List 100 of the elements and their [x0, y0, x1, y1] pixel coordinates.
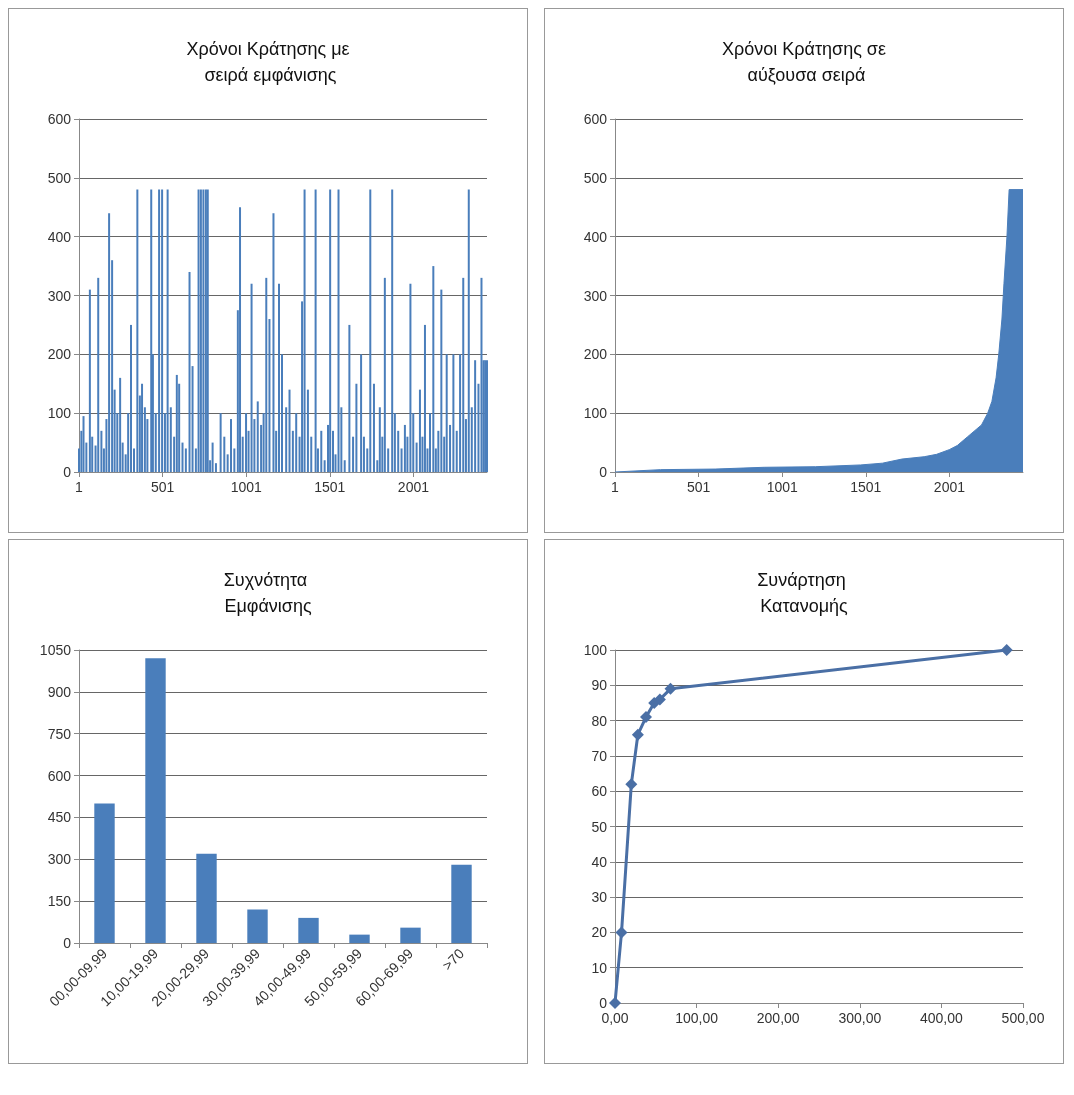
bar	[349, 934, 370, 943]
bar	[161, 189, 164, 472]
chart-title: Συχνότητα Εμφάνισης	[223, 570, 313, 616]
bar	[150, 189, 153, 472]
y-tick-label: 450	[47, 809, 72, 826]
x-tick-label: 300,00	[838, 1010, 882, 1026]
bar	[403, 424, 406, 472]
bar	[141, 383, 144, 472]
y-tick-label: 100	[583, 405, 608, 422]
y-tick-label: 300	[47, 851, 72, 868]
bar	[383, 277, 386, 472]
bar	[462, 277, 465, 472]
y-tick-label: 0	[599, 464, 608, 480]
bar	[94, 803, 115, 943]
point	[664, 682, 677, 695]
x-tick-label: 200,00	[756, 1010, 800, 1026]
bar	[320, 430, 323, 472]
x-tick-label: 100,00	[675, 1010, 719, 1026]
y-tick-label: 300	[583, 287, 608, 304]
y-tick-label: 10	[591, 959, 608, 976]
x-tick-label: 501	[686, 479, 711, 495]
bar	[432, 266, 435, 472]
bar	[409, 283, 412, 472]
x-tick-label: 2001	[933, 479, 966, 495]
bar	[247, 909, 268, 943]
bar	[175, 374, 178, 472]
x-tick-label: 0,00	[601, 1010, 629, 1026]
bar	[337, 189, 340, 472]
bar	[239, 207, 242, 472]
x-tick-label: 1501	[850, 479, 882, 495]
y-tick-label: 70	[591, 747, 608, 764]
y-tick-label: 500	[47, 169, 72, 186]
bar	[314, 189, 317, 472]
bar	[400, 927, 421, 943]
x-tick-label: 1	[75, 479, 84, 495]
y-tick-label: 900	[47, 683, 72, 700]
bar	[82, 416, 85, 472]
point	[631, 728, 644, 741]
point	[615, 926, 628, 939]
bar	[378, 407, 381, 472]
bar	[295, 413, 298, 472]
x-tick-label: 1	[611, 479, 620, 495]
bar	[288, 389, 291, 472]
bar	[391, 189, 394, 472]
point	[640, 711, 653, 724]
y-tick-label: 400	[583, 228, 608, 245]
bar	[480, 277, 483, 472]
bar	[119, 377, 122, 472]
y-tick-label: 0	[63, 464, 72, 480]
chart-title: Συνάρτηση Κατανομής	[757, 570, 851, 616]
x-tick-label: 2001	[397, 479, 430, 495]
y-tick-label: 90	[591, 677, 608, 694]
y-tick-label: 600	[583, 111, 608, 127]
y-tick-label: 100	[583, 642, 608, 658]
bar	[285, 407, 288, 472]
bar	[343, 460, 346, 472]
x-tick-label: 400,00	[919, 1010, 964, 1026]
bar	[423, 324, 426, 472]
point	[1000, 644, 1013, 656]
x-tick-label: 500,00	[1001, 1010, 1045, 1026]
bar	[474, 360, 477, 472]
bar	[211, 442, 214, 472]
bar	[303, 189, 306, 472]
x-tick-label: 1001	[766, 479, 798, 495]
bar	[108, 213, 111, 472]
bar	[265, 277, 268, 472]
chart-title: Χρόνοι Κράτησης με σειρά εμφάνισης	[186, 39, 350, 85]
x-tick-label: >70	[439, 945, 468, 974]
point	[625, 778, 638, 791]
bar	[369, 189, 372, 472]
bar	[136, 189, 139, 472]
bar	[219, 413, 222, 472]
x-tick-label: 1001	[230, 479, 262, 495]
bar	[188, 271, 191, 472]
bar	[418, 389, 421, 472]
bar	[452, 354, 455, 472]
y-tick-label: 300	[47, 287, 72, 304]
bar	[329, 189, 332, 472]
chart-title: Χρόνοι Κράτησης σε αύξουσα σειρά	[722, 39, 886, 85]
bar	[298, 917, 319, 943]
point	[609, 997, 621, 1009]
bar	[158, 189, 161, 472]
bar	[440, 289, 443, 472]
x-tick-label: 501	[150, 479, 175, 495]
y-tick-label: 50	[591, 818, 608, 835]
bar	[145, 658, 166, 943]
y-tick-label: 40	[591, 853, 608, 870]
y-tick-label: 100	[47, 405, 72, 422]
bar	[445, 354, 448, 472]
y-tick-label: 1050	[39, 642, 72, 658]
bar	[360, 354, 363, 472]
bar	[245, 413, 248, 472]
y-tick-label: 200	[583, 346, 608, 363]
bar	[451, 864, 472, 943]
x-tick-label: 1501	[314, 479, 346, 495]
y-tick-label: 150	[47, 893, 72, 910]
bar	[166, 189, 169, 472]
y-tick-label: 60	[591, 783, 608, 800]
bar	[272, 213, 275, 472]
bar	[181, 442, 184, 472]
